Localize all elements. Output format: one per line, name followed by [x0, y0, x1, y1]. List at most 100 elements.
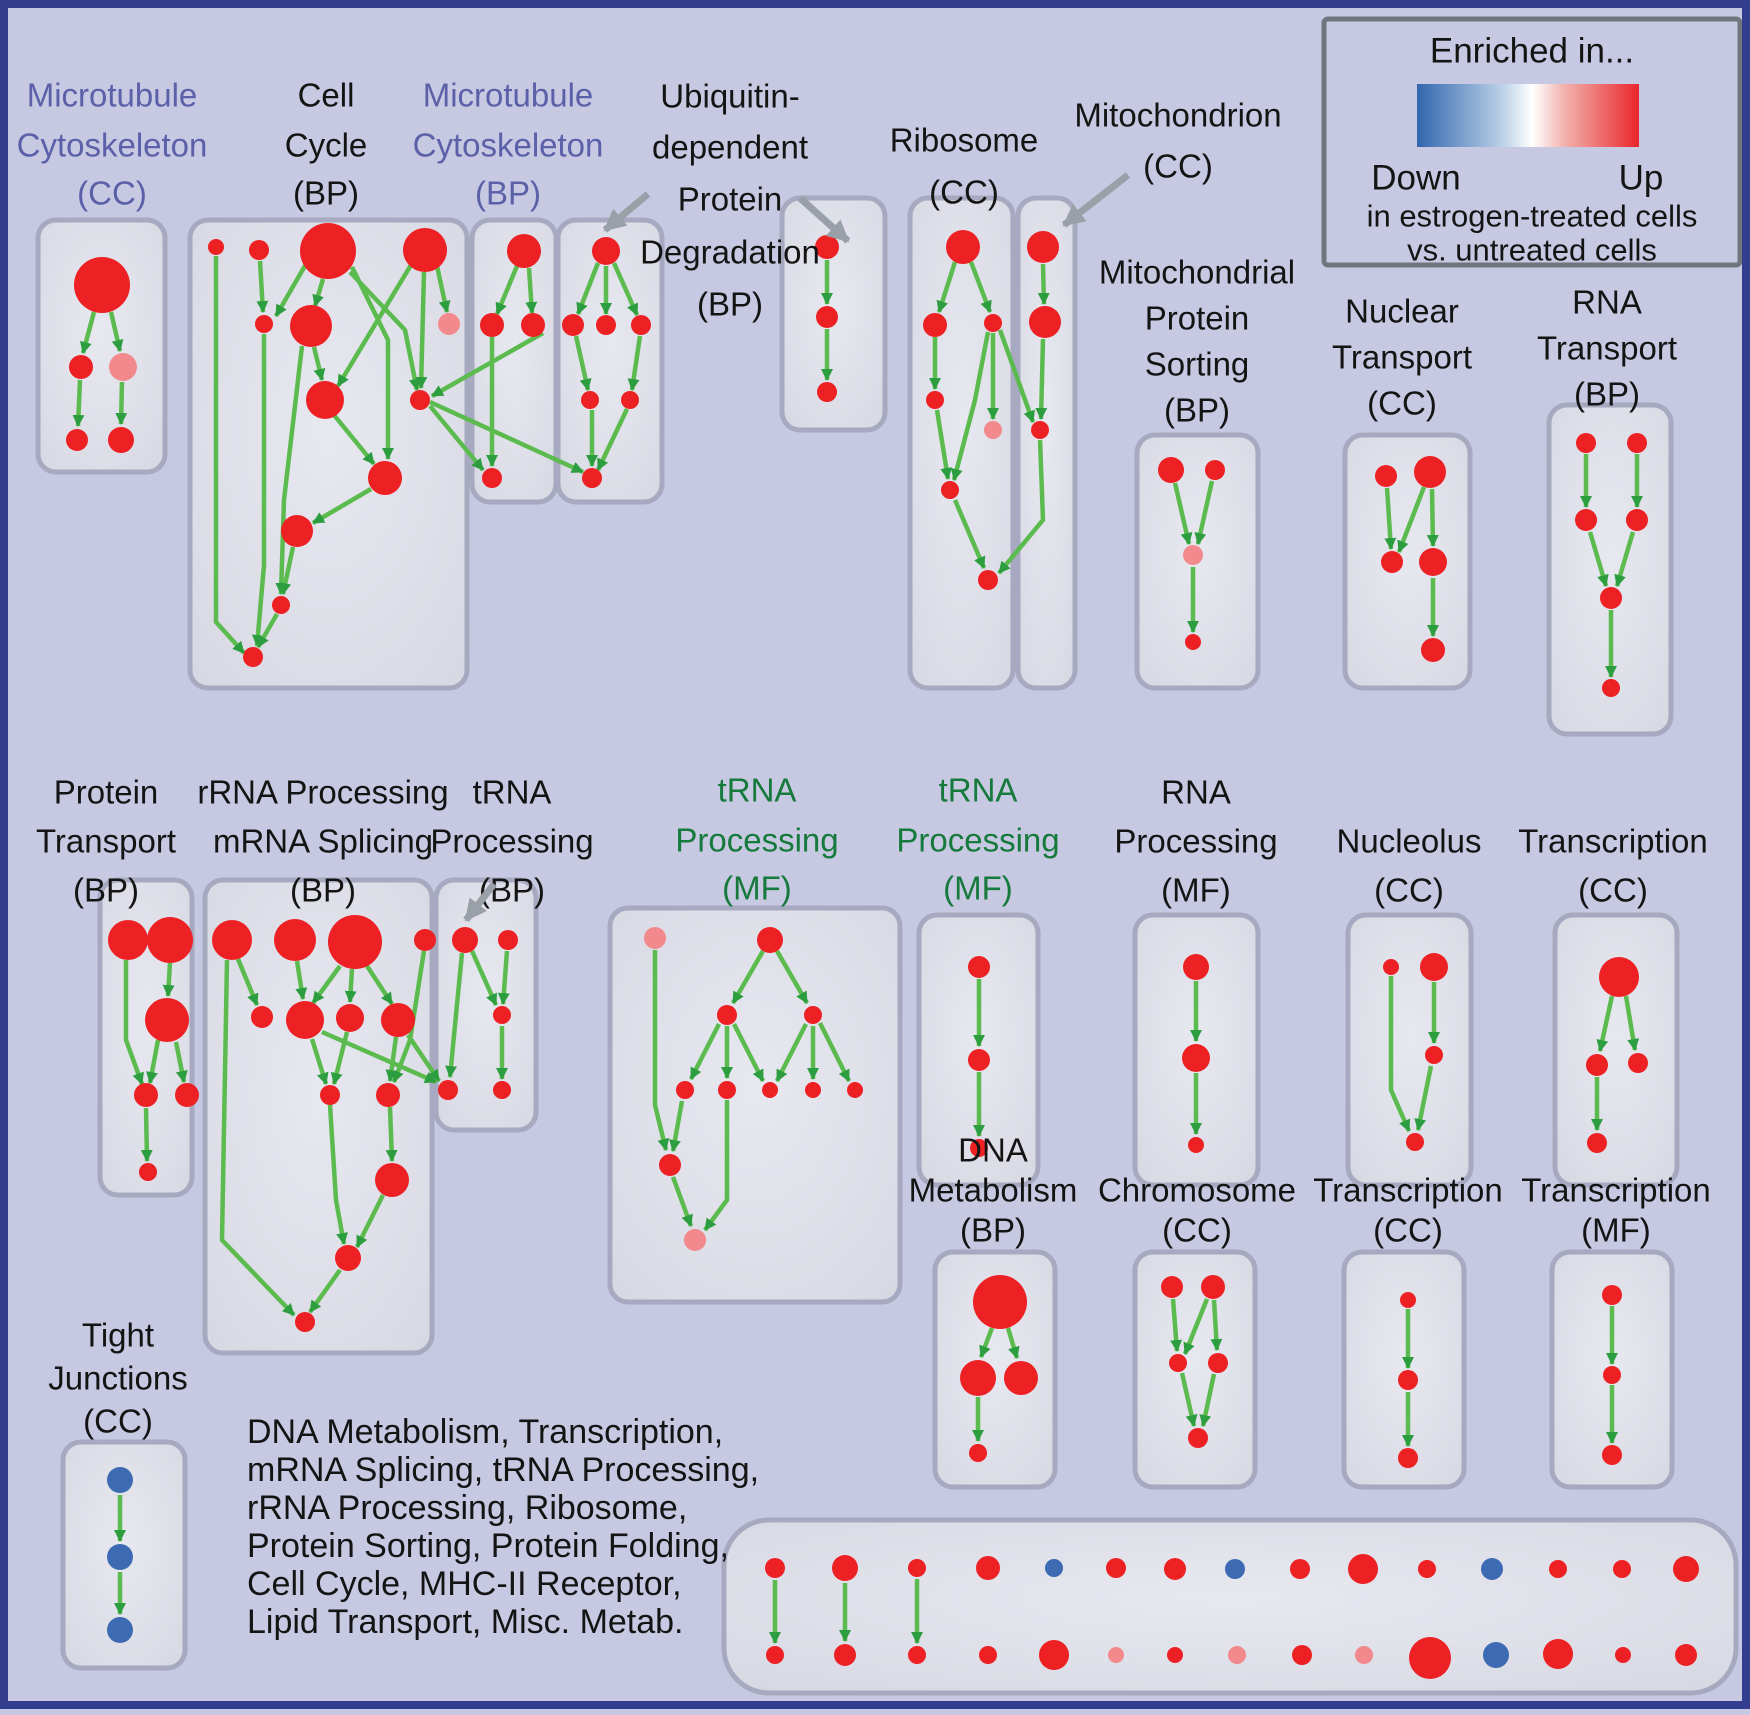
- protein-transport-label-line-0: Protein: [54, 774, 159, 811]
- protein-transport-edge-2: [146, 1039, 161, 1084]
- rrna-mrna-node-8: [320, 1085, 340, 1105]
- dna-metabolism-node-1: [960, 1360, 996, 1396]
- trna-bp-node-1: [498, 930, 518, 950]
- rrna-mrna-node-12: [295, 1312, 315, 1332]
- mito-protein-sorting-node-2: [1183, 545, 1203, 565]
- trna-mf-1-edge-5: [774, 1022, 809, 1083]
- chromosome-edge-4: [1199, 1373, 1217, 1427]
- trna-mf-1-node-3: [804, 1006, 822, 1024]
- ubiquitin-a-edge-2: [611, 262, 640, 316]
- trna-mf-1-label-line-0: tRNA: [718, 772, 797, 809]
- rrna-mrna-edge-1: [219, 959, 296, 1317]
- protein-transport-node-0: [108, 920, 148, 960]
- rna-transport-label-line-0: RNA: [1572, 284, 1642, 321]
- microtubule-cc-node-0: [74, 257, 130, 313]
- legend-down-label: Down: [1371, 159, 1460, 198]
- microtubule-cc-edge-1: [108, 311, 124, 352]
- mito-protein-sorting-edge-1: [1194, 480, 1215, 545]
- mito-protein-sorting-label-line-3: (BP): [1164, 392, 1230, 429]
- trna-mf-1-node-5: [718, 1081, 736, 1099]
- nucleolus-node-1: [1420, 953, 1448, 981]
- transcription-cc-mid-edge-1: [1623, 995, 1640, 1051]
- trna-bp-node-3: [438, 1080, 458, 1100]
- rna-transport-node-0: [1576, 433, 1596, 453]
- transcription-mf-label-line-0: Transcription: [1521, 1172, 1711, 1209]
- microtubule-cc-box: [35, 217, 168, 475]
- nuclear-transport-node-3: [1419, 548, 1447, 576]
- trna-bp-label-line-1: Processing: [430, 823, 593, 860]
- rna-processing-mf-label-line-0: RNA: [1161, 774, 1231, 811]
- trna-mf-1-edge-11: [670, 1176, 694, 1227]
- rna-transport-node-1: [1627, 433, 1647, 453]
- microtubule-cc-edge-0: [80, 311, 97, 354]
- microtubule-bp-node-3: [482, 468, 502, 488]
- tight-junctions-node-2: [107, 1617, 133, 1643]
- cell-cycle-edge-2: [312, 278, 326, 307]
- cell-cycle-node-10: [281, 515, 313, 547]
- ribosome-edge-8: [997, 439, 1046, 575]
- dna-metabolism-label-line-2: (BP): [960, 1212, 1026, 1249]
- ribosome-edge-4: [997, 329, 1036, 423]
- misc-categories-line-3: Protein Sorting, Protein Folding,: [247, 1527, 729, 1565]
- mitochondrion-node-1: [1029, 306, 1061, 338]
- chromosome-edge-3: [1179, 1372, 1198, 1427]
- rrna-mrna-node-3: [414, 929, 436, 951]
- misc-strip-node-16: [834, 1644, 856, 1666]
- legend-up-label: Up: [1619, 159, 1664, 198]
- microtubule-bp-node-1: [480, 313, 504, 337]
- rna-transport-label-line-1: Transport: [1537, 330, 1677, 367]
- rna-processing-mf-label-line-2: (MF): [1161, 872, 1231, 909]
- protein-transport-edge-0: [123, 960, 145, 1085]
- transcription-cc-bot-node-1: [1398, 1370, 1418, 1390]
- cell-cycle-edge-5: [434, 265, 451, 313]
- cell-cycle-node-3: [403, 228, 447, 272]
- ribosome-node-0: [946, 230, 980, 264]
- misc-strip-node-24: [1355, 1646, 1373, 1664]
- dna-metabolism-node-3: [969, 1444, 987, 1462]
- rrna-mrna-node-0: [212, 920, 252, 960]
- transcription-cc-mid-node-0: [1599, 957, 1639, 997]
- nucleolus-node-2: [1425, 1046, 1443, 1064]
- cell-cycle-edge-10: [251, 334, 267, 647]
- tight-junctions-label-line-0: Tight: [82, 1317, 154, 1354]
- protein-transport-label-line-1: Transport: [36, 823, 176, 860]
- microtubule-cc-label-line-2: (CC): [77, 175, 147, 212]
- misc-strip-node-2: [908, 1559, 926, 1577]
- rrna-mrna-edge-11: [406, 1033, 441, 1083]
- microtubule-cc-edge-3: [115, 381, 128, 425]
- trna-mf-1-edge-2: [688, 1022, 722, 1081]
- chromosome-edge-0: [1170, 1298, 1183, 1352]
- chromosome-edge-1: [1182, 1298, 1210, 1355]
- ubiquitin-a-node-0: [592, 237, 620, 265]
- misc-categories-line-1: mRNA Splicing, tRNA Processing,: [247, 1451, 759, 1489]
- rrna-mrna-node-11: [335, 1245, 361, 1271]
- microtubule-cc-node-3: [66, 429, 88, 451]
- cell-cycle-node-7: [306, 381, 344, 419]
- mito-protein-sorting-node-0: [1158, 457, 1184, 483]
- rrna-mrna-edge-14: [354, 1193, 386, 1249]
- rna-transport-edge-3: [1614, 531, 1636, 587]
- rna-transport-node-3: [1626, 509, 1648, 531]
- misc-categories-line-0: DNA Metabolism, Transcription,: [247, 1413, 723, 1451]
- ribosome-edge-1: [968, 261, 993, 313]
- rrna-mrna-edge-4: [344, 968, 357, 1003]
- ubiquitin-a-edge-3: [573, 335, 592, 391]
- cell-cycle-edge-7: [415, 271, 428, 389]
- mitochondrion-edge-0: [1037, 263, 1050, 305]
- ribosome-node-2: [984, 314, 1002, 332]
- cell-cycle-label-line-2: (BP): [293, 175, 359, 212]
- protein-transport-edge-1: [162, 962, 175, 997]
- misc-strip-node-25: [1409, 1637, 1451, 1679]
- microtubule-cc-edge-2: [72, 379, 85, 427]
- misc-strip-node-23: [1292, 1645, 1312, 1665]
- misc-strip-node-5: [1106, 1558, 1126, 1578]
- microtubule-cc-label-line-0: Microtubule: [27, 77, 198, 114]
- rrna-mrna-node-4: [251, 1006, 273, 1028]
- trna-mf-1-label-line-1: Processing: [675, 822, 838, 859]
- ubiquitin-a-node-3: [631, 315, 651, 335]
- dna-metabolism-edge-1: [1005, 1327, 1020, 1359]
- trna-mf-2-label-line-1: Processing: [896, 822, 1059, 859]
- ubiquitin-a-edge-6: [595, 408, 630, 471]
- nucleolus-label-line-1: (CC): [1374, 872, 1444, 909]
